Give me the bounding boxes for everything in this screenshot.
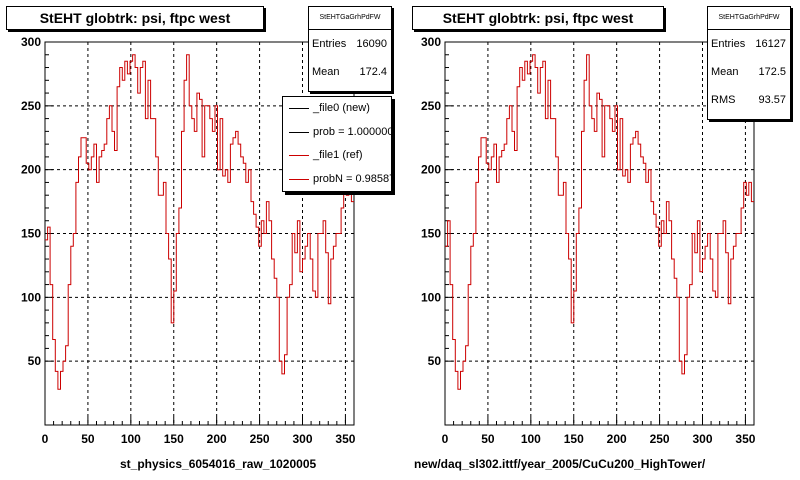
x-tick-label: 100 [521,432,541,446]
stats-mean-label: Mean [312,66,340,78]
stats-header: StEHTGaGrhPdFW [708,7,790,30]
y-tick-label: 200 [21,163,41,177]
x-tick-label: 150 [164,432,184,446]
stats-rms-label: RMS [711,94,736,106]
y-tick-label: 50 [28,354,42,368]
chart-title-right: StEHT globtrk: psi, ftpc west [412,6,664,30]
legend-entry-prob: prob = 1.000000 [283,121,391,145]
legend-label: _file0 (new) [313,102,370,114]
legend-entry-file0: _file0 (new) [283,97,391,121]
y-tick-label: 50 [428,354,442,368]
y-tick-label: 300 [21,35,41,49]
x-tick-label: 150 [564,432,584,446]
x-axis-caption-left: st_physics_6054016_raw_1020005 [120,457,317,471]
x-tick-label: 0 [42,432,49,446]
stats-mean-label: Mean [711,66,739,78]
stats-entries-value: 16090 [356,38,387,50]
legend-swatch-file1 [289,155,309,156]
legend-swatch-prob [289,131,309,133]
x-tick-label: 350 [735,432,755,446]
legend-label: prob = 1.000000 [313,125,392,138]
y-tick-label: 250 [421,99,441,113]
stats-rms-value: 93.57 [758,94,786,106]
x-tick-label: 200 [207,432,227,446]
stats-header: StEHTGaGrhPdFW [309,7,391,30]
histogram-plot-right: 0 50 100 150 200 250 300 350 50 100 150 200 250 300 [421,35,756,446]
legend-label: _file1 (ref) [313,149,363,161]
x-tick-label: 200 [607,432,627,446]
x-tick-label: 250 [250,432,270,446]
y-tick-label: 150 [21,227,41,241]
legend-swatch-probn [289,178,309,180]
chart-title-left: StEHT globtrk: psi, ftpc west [6,6,264,30]
histogram-series-1 [445,54,754,390]
stats-entries-value: 16127 [755,38,786,50]
x-tick-label: 100 [121,432,141,446]
y-tick-label: 300 [421,35,441,49]
y-tick-label: 100 [421,290,441,304]
stats-mean-value: 172.4 [359,66,387,78]
stats-mean-value: 172.5 [758,66,786,78]
x-tick-label: 300 [692,432,712,446]
stats-box-left: StEHTGaGrhPdFW Entries 16090 Mean 172.4 [308,6,392,92]
y-tick-label: 200 [421,163,441,177]
x-tick-label: 0 [442,432,449,446]
x-tick-label: 350 [335,432,355,446]
legend-swatch-file0 [289,108,309,109]
x-tick-label: 50 [81,432,95,446]
x-tick-label: 50 [481,432,495,446]
legend-entry-probn: probN = 0.985870 [283,168,391,192]
histogram-series-1 [45,54,354,390]
stats-entries-label: Entries [711,38,746,50]
stats-box-right: StEHTGaGrhPdFW Entries 16127 Mean 172.5 … [707,6,791,120]
x-axis-caption-right: new/daq_sl302.ittf/year_2005/CuCu200_Hig… [414,457,706,471]
stats-entries-label: Entries [312,38,347,50]
y-tick-label: 150 [421,227,441,241]
x-tick-label: 250 [650,432,670,446]
y-tick-label: 250 [21,99,41,113]
legend-entry-file1: _file1 (ref) [283,144,391,168]
y-tick-label: 100 [21,290,41,304]
legend-label: probN = 0.985870 [313,172,391,185]
legend-box: _file0 (new) prob = 1.000000 _file1 (ref… [282,96,392,192]
x-tick-label: 300 [292,432,312,446]
